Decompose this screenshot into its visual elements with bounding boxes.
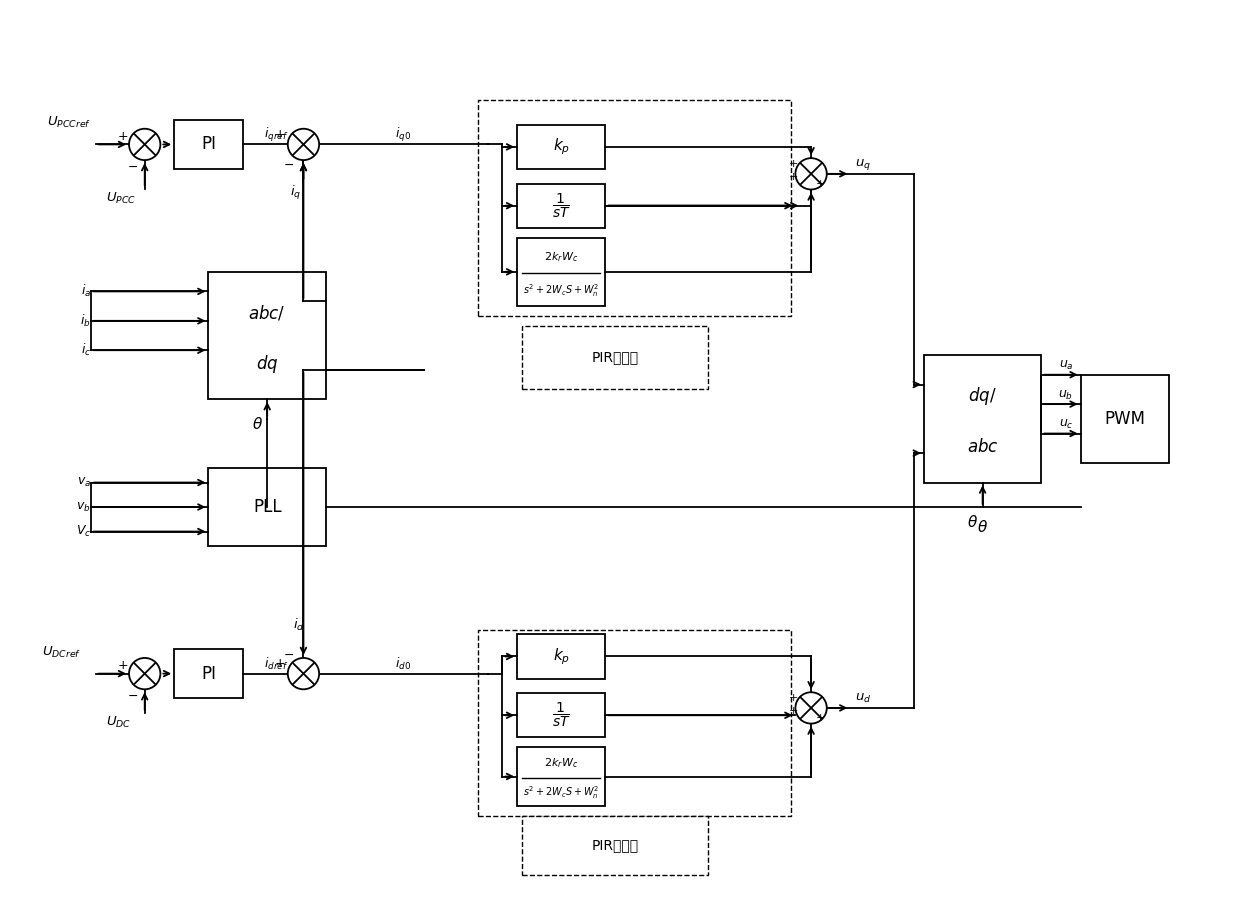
Text: $u_q$: $u_q$: [856, 157, 872, 172]
Text: $u_c$: $u_c$: [1059, 419, 1073, 431]
Circle shape: [288, 129, 319, 160]
Text: $i_a$: $i_a$: [81, 284, 91, 299]
Bar: [517, 693, 605, 737]
Text: $U_{DCref}$: $U_{DCref}$: [42, 644, 81, 660]
Circle shape: [288, 658, 319, 689]
Bar: [924, 355, 1042, 483]
Text: $i_c$: $i_c$: [81, 342, 91, 358]
Text: $-$: $-$: [128, 688, 139, 701]
Bar: [517, 238, 605, 306]
Text: $i_{d0}$: $i_{d0}$: [396, 655, 412, 672]
Text: $\theta$: $\theta$: [977, 519, 988, 534]
Bar: [477, 100, 791, 316]
Text: $U_{PCCref}$: $U_{PCCref}$: [47, 116, 91, 130]
Text: $abc$: $abc$: [967, 438, 998, 456]
Bar: [174, 120, 243, 169]
Bar: [1080, 375, 1169, 463]
Text: $i_{qref}$: $i_{qref}$: [264, 126, 289, 143]
Text: $dq/$: $dq/$: [968, 385, 997, 407]
Text: $u_a$: $u_a$: [1059, 359, 1074, 373]
Bar: [517, 125, 605, 169]
Text: PIR调节器: PIR调节器: [591, 838, 639, 852]
Text: $U_{DC}$: $U_{DC}$: [105, 715, 130, 730]
Bar: [522, 326, 708, 389]
Text: +: +: [118, 659, 129, 672]
Text: $-$: $-$: [128, 160, 139, 173]
Text: $k_p$: $k_p$: [553, 646, 569, 666]
Circle shape: [795, 692, 827, 723]
Text: $i_{dref}$: $i_{dref}$: [264, 655, 289, 672]
Circle shape: [129, 658, 160, 689]
Text: $s^2+2W_cS+W_n^2$: $s^2+2W_cS+W_n^2$: [523, 283, 599, 299]
Text: $i_q$: $i_q$: [290, 185, 301, 203]
Bar: [517, 634, 605, 678]
Text: $2k_r W_c$: $2k_r W_c$: [544, 756, 578, 770]
Text: $i_d$: $i_d$: [293, 617, 304, 633]
Text: $2k_r W_c$: $2k_r W_c$: [544, 250, 578, 263]
Text: +: +: [789, 159, 799, 169]
Bar: [208, 468, 326, 546]
Text: $\theta$: $\theta$: [967, 514, 978, 530]
Bar: [477, 630, 791, 816]
Text: $V_c$: $V_c$: [76, 524, 91, 539]
Text: $dq$: $dq$: [255, 353, 279, 375]
Bar: [522, 816, 708, 875]
Text: PI: PI: [201, 665, 216, 683]
Text: +: +: [789, 172, 799, 182]
Bar: [174, 649, 243, 698]
Text: $i_b$: $i_b$: [81, 313, 91, 329]
Text: $s^2+2W_cS+W_n^2$: $s^2+2W_cS+W_n^2$: [523, 785, 599, 801]
Text: PWM: PWM: [1104, 409, 1146, 428]
Text: $-$: $-$: [283, 158, 294, 171]
Text: PIR调节器: PIR调节器: [591, 350, 639, 364]
Text: $u_b$: $u_b$: [1059, 388, 1074, 402]
Text: +: +: [118, 130, 129, 143]
Text: $u_d$: $u_d$: [856, 691, 872, 705]
Text: $v_b$: $v_b$: [77, 500, 91, 513]
Text: $k_p$: $k_p$: [553, 137, 569, 157]
Text: $abc/$: $abc/$: [248, 303, 286, 322]
Bar: [208, 272, 326, 399]
Text: PI: PI: [201, 136, 216, 153]
Text: +: +: [789, 693, 799, 703]
Text: +: +: [789, 706, 799, 716]
Text: $\dfrac{1}{sT}$: $\dfrac{1}{sT}$: [552, 701, 570, 730]
Text: $-$: $-$: [283, 647, 294, 661]
Bar: [517, 747, 605, 806]
Text: +: +: [816, 712, 826, 722]
Circle shape: [129, 129, 160, 160]
Text: $\dfrac{1}{sT}$: $\dfrac{1}{sT}$: [552, 192, 570, 219]
Text: $\theta$: $\theta$: [252, 416, 263, 431]
Text: PLL: PLL: [253, 498, 281, 516]
Text: +: +: [816, 179, 826, 188]
Text: +: +: [274, 129, 285, 141]
Text: $U_{PCC}$: $U_{PCC}$: [105, 191, 135, 206]
Text: $i_{q0}$: $i_{q0}$: [396, 126, 412, 143]
Text: +: +: [274, 657, 285, 670]
Bar: [517, 184, 605, 228]
Text: $v_a$: $v_a$: [77, 476, 91, 489]
Circle shape: [795, 158, 827, 189]
